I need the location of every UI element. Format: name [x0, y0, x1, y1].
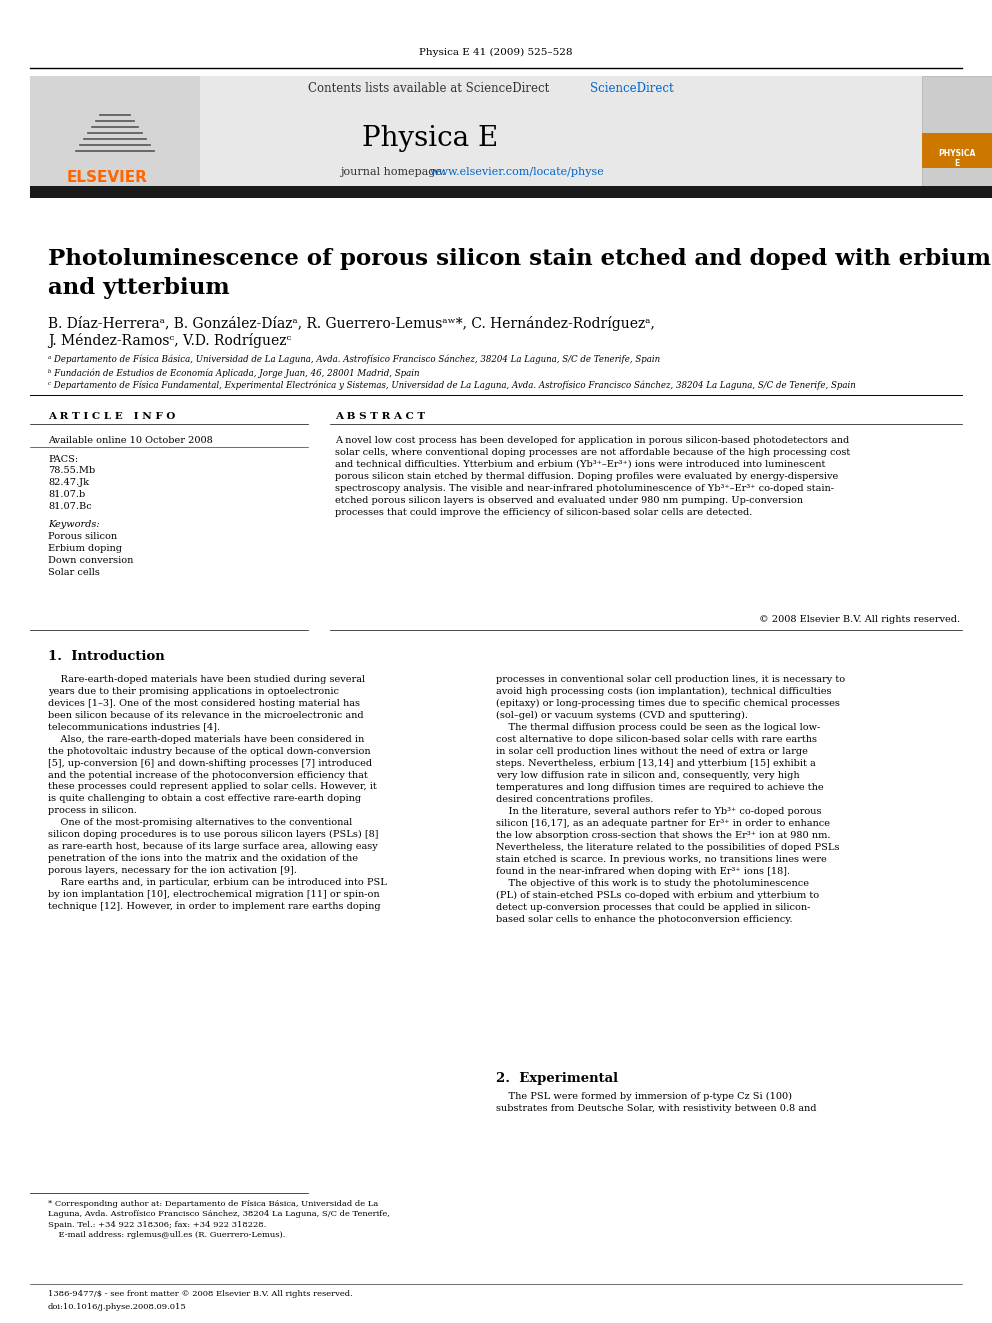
Text: Contents lists available at ScienceDirect: Contents lists available at ScienceDirec…: [308, 82, 553, 94]
Bar: [922, 134, 992, 168]
Text: A R T I C L E   I N F O: A R T I C L E I N F O: [48, 411, 176, 421]
Text: * Corresponding author at: Departamento de Física Básica, Universidad de La
Lagu: * Corresponding author at: Departamento …: [48, 1200, 390, 1238]
Text: Erbium doping: Erbium doping: [48, 544, 122, 553]
Text: ᶜ Departamento de Física Fundamental, Experimental Electrónica y Sistemas, Unive: ᶜ Departamento de Física Fundamental, Ex…: [48, 381, 856, 390]
Text: B. Díaz-Herreraᵃ, B. González-Díazᵃ, R. Guerrero-Lemusᵃʷ*, C. Hernández-Rodrígue: B. Díaz-Herreraᵃ, B. González-Díazᵃ, R. …: [48, 316, 655, 331]
Text: PHYSICA: PHYSICA: [938, 148, 976, 157]
Bar: [30, 187, 992, 198]
Bar: [30, 75, 200, 188]
Text: J. Méndez-Ramosᶜ, V.D. Rodríguezᶜ: J. Méndez-Ramosᶜ, V.D. Rodríguezᶜ: [48, 333, 292, 348]
Text: 2.  Experimental: 2. Experimental: [496, 1072, 618, 1085]
Bar: [30, 75, 922, 188]
Bar: [922, 75, 992, 188]
Text: Available online 10 October 2008: Available online 10 October 2008: [48, 437, 212, 445]
Text: www.elsevier.com/locate/physe: www.elsevier.com/locate/physe: [430, 167, 605, 177]
Text: © 2008 Elsevier B.V. All rights reserved.: © 2008 Elsevier B.V. All rights reserved…: [759, 615, 960, 624]
Text: processes in conventional solar cell production lines, it is necessary to
avoid : processes in conventional solar cell pro…: [496, 675, 845, 923]
Text: A novel low cost process has been developed for application in porous silicon-ba: A novel low cost process has been develo…: [335, 437, 850, 517]
Text: doi:10.1016/j.physe.2008.09.015: doi:10.1016/j.physe.2008.09.015: [48, 1303, 186, 1311]
Text: Physica E: Physica E: [362, 124, 498, 152]
Text: journal homepage:: journal homepage:: [340, 167, 449, 177]
Text: 81.07.b: 81.07.b: [48, 490, 85, 499]
Text: ᵃ Departamento de Física Básica, Universidad de La Laguna, Avda. Astrofísico Fra: ᵃ Departamento de Física Básica, Univers…: [48, 355, 660, 365]
Text: ELSEVIER: ELSEVIER: [66, 171, 148, 185]
Text: Physica E 41 (2009) 525–528: Physica E 41 (2009) 525–528: [420, 48, 572, 57]
Text: 81.07.Bc: 81.07.Bc: [48, 501, 91, 511]
Text: E: E: [954, 159, 959, 168]
Text: A B S T R A C T: A B S T R A C T: [335, 411, 426, 421]
Text: Porous silicon: Porous silicon: [48, 532, 117, 541]
Text: ScienceDirect: ScienceDirect: [590, 82, 674, 94]
Text: Rare-earth-doped materials have been studied during several
years due to their p: Rare-earth-doped materials have been stu…: [48, 675, 387, 912]
Text: 1.  Introduction: 1. Introduction: [48, 650, 165, 663]
Text: Down conversion: Down conversion: [48, 556, 133, 565]
Text: Keywords:: Keywords:: [48, 520, 99, 529]
Text: Photoluminescence of porous silicon stain etched and doped with erbium
and ytter: Photoluminescence of porous silicon stai…: [48, 247, 991, 299]
Text: ᵇ Fundación de Estudios de Economía Aplicada, Jorge Juan, 46, 28001 Madrid, Spai: ᵇ Fundación de Estudios de Economía Apli…: [48, 368, 420, 377]
Text: 1386-9477/$ - see front matter © 2008 Elsevier B.V. All rights reserved.: 1386-9477/$ - see front matter © 2008 El…: [48, 1290, 353, 1298]
Text: PACS:: PACS:: [48, 455, 78, 464]
Text: Solar cells: Solar cells: [48, 568, 100, 577]
Text: 82.47.Jk: 82.47.Jk: [48, 478, 89, 487]
Text: The PSL were formed by immersion of p-type Cz Si (100)
substrates from Deutsche : The PSL were formed by immersion of p-ty…: [496, 1091, 816, 1113]
Text: 78.55.Mb: 78.55.Mb: [48, 466, 95, 475]
